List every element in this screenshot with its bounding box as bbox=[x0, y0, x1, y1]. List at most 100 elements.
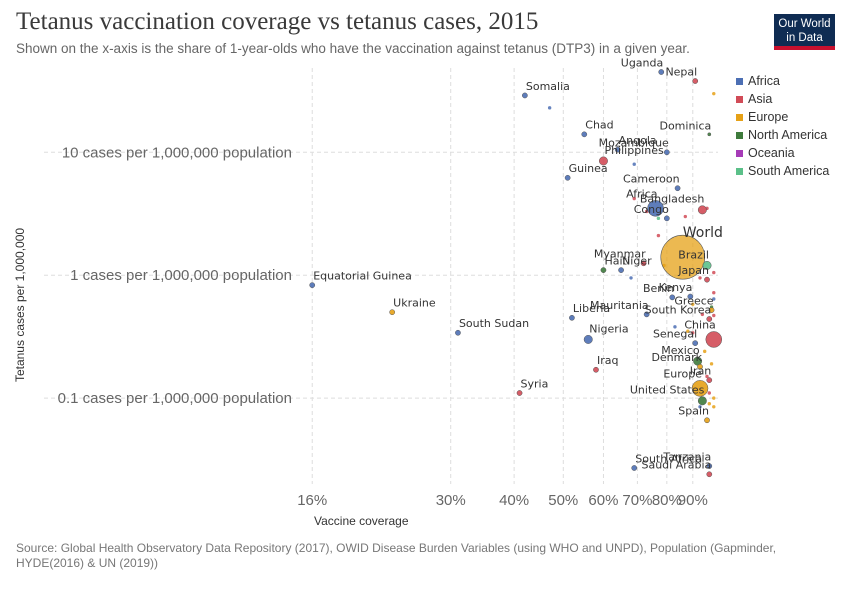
data-point-ukraine[interactable] bbox=[389, 309, 396, 316]
legend-item-africa[interactable]: Africa bbox=[736, 72, 829, 90]
data-point[interactable] bbox=[644, 209, 649, 214]
point-label: Africa bbox=[626, 187, 657, 200]
data-point[interactable] bbox=[691, 302, 695, 306]
data-point[interactable] bbox=[707, 402, 711, 406]
legend-item-oceania[interactable]: Oceania bbox=[736, 144, 829, 162]
data-point[interactable] bbox=[656, 216, 661, 221]
data-point-iran[interactable] bbox=[706, 377, 713, 383]
data-point[interactable] bbox=[698, 405, 702, 409]
data-point-iraq[interactable] bbox=[593, 366, 599, 373]
data-point[interactable] bbox=[702, 349, 707, 354]
point-label: Equatorial Guinea bbox=[313, 270, 412, 283]
data-point[interactable] bbox=[698, 276, 702, 280]
data-point-mozambique[interactable] bbox=[663, 149, 670, 156]
data-point[interactable] bbox=[656, 233, 661, 238]
data-point-europe[interactable] bbox=[691, 380, 709, 397]
data-point[interactable] bbox=[712, 313, 716, 318]
data-point-africa[interactable] bbox=[647, 200, 664, 217]
data-point-equatorial-guinea[interactable] bbox=[309, 282, 316, 288]
data-point[interactable] bbox=[691, 331, 695, 335]
point-label: Chad bbox=[585, 119, 613, 132]
data-point[interactable] bbox=[712, 270, 716, 275]
legend-swatch bbox=[736, 95, 743, 103]
point-label: Nigeria bbox=[589, 322, 628, 335]
data-point-south-africa[interactable] bbox=[631, 465, 638, 471]
data-point[interactable] bbox=[547, 106, 552, 110]
data-point-nigeria[interactable] bbox=[583, 335, 593, 344]
data-point-japan[interactable] bbox=[704, 276, 710, 283]
legend-label: Europe bbox=[748, 110, 789, 124]
data-point-cameroon[interactable] bbox=[674, 185, 681, 192]
x-tick-label: 16% bbox=[297, 492, 327, 509]
data-point-tanzania[interactable] bbox=[706, 463, 713, 469]
owid-logo[interactable]: Our World in Data bbox=[774, 14, 835, 50]
point-label: Japan bbox=[677, 264, 709, 277]
point-label: Syria bbox=[521, 377, 549, 390]
legend-item-north-america[interactable]: North America bbox=[736, 126, 829, 144]
legend-item-europe[interactable]: Europe bbox=[736, 108, 829, 126]
data-point-somalia[interactable] bbox=[522, 92, 528, 99]
data-point-uganda[interactable] bbox=[658, 69, 665, 75]
data-point-south-korea[interactable] bbox=[706, 316, 713, 322]
data-point[interactable] bbox=[712, 297, 716, 301]
data-point-haiti[interactable] bbox=[600, 267, 607, 273]
data-point[interactable] bbox=[712, 405, 716, 409]
data-point[interactable] bbox=[683, 214, 688, 219]
grid-lines bbox=[44, 68, 718, 484]
data-point-brazil[interactable] bbox=[702, 261, 712, 270]
data-point[interactable] bbox=[700, 312, 705, 317]
data-point-guinea[interactable] bbox=[564, 174, 571, 181]
data-point[interactable] bbox=[707, 391, 711, 395]
data-point-mauritania[interactable] bbox=[643, 311, 650, 318]
data-point-china[interactable] bbox=[705, 331, 723, 348]
data-point-spain[interactable] bbox=[704, 417, 710, 424]
data-point[interactable] bbox=[712, 396, 716, 400]
data-point-congo[interactable] bbox=[663, 215, 670, 222]
data-point[interactable] bbox=[629, 276, 633, 280]
data-point-kenya[interactable] bbox=[687, 293, 694, 300]
data-point-bangladesh[interactable] bbox=[697, 205, 707, 215]
y-tick-label: 10 cases per 1,000,000 population bbox=[62, 144, 292, 161]
point-label: Mauritania bbox=[590, 299, 649, 312]
data-point-niger[interactable] bbox=[618, 267, 624, 273]
legend-item-asia[interactable]: Asia bbox=[736, 90, 829, 108]
legend-swatch bbox=[736, 131, 743, 139]
data-point-myanmar[interactable] bbox=[640, 260, 647, 267]
point-label: Spain bbox=[678, 405, 709, 418]
data-point-world[interactable] bbox=[660, 234, 706, 280]
data-point[interactable] bbox=[673, 325, 677, 329]
source-note: Source: Global Health Observatory Data R… bbox=[16, 541, 777, 570]
data-point-angola[interactable] bbox=[614, 146, 621, 153]
data-point-benin[interactable] bbox=[669, 294, 676, 301]
data-point-philippines[interactable] bbox=[598, 156, 608, 166]
point-label: China bbox=[684, 318, 715, 331]
legend-item-south-america[interactable]: South America bbox=[736, 162, 829, 180]
data-point[interactable] bbox=[712, 91, 716, 96]
data-point[interactable] bbox=[632, 196, 636, 201]
data-point-united-states[interactable] bbox=[697, 396, 707, 406]
data-point[interactable] bbox=[705, 374, 709, 379]
data-point[interactable] bbox=[686, 329, 690, 333]
data-point-senegal[interactable] bbox=[692, 340, 699, 346]
legend-swatch bbox=[736, 77, 743, 85]
legend: Africa Asia Europe North America Oceania Sout… bbox=[736, 72, 829, 180]
data-point-dominica[interactable] bbox=[707, 132, 712, 137]
point-label: Iraq bbox=[597, 354, 619, 367]
point-label: Philippines bbox=[604, 144, 664, 157]
point-label: Haiti bbox=[604, 255, 629, 268]
data-point-chad[interactable] bbox=[581, 131, 588, 138]
point-label: Iran bbox=[690, 365, 712, 378]
data-point-saudi-arabia[interactable] bbox=[706, 471, 713, 478]
data-point-nepal[interactable] bbox=[692, 78, 699, 84]
data-point-liberia[interactable] bbox=[569, 314, 575, 321]
legend-swatch bbox=[736, 167, 743, 175]
data-point-denmark[interactable] bbox=[697, 363, 703, 370]
x-tick-label: 30% bbox=[436, 492, 466, 509]
data-point-greece[interactable] bbox=[708, 307, 715, 313]
data-point-south-sudan[interactable] bbox=[455, 329, 461, 336]
data-point[interactable] bbox=[709, 362, 714, 366]
data-point[interactable] bbox=[632, 162, 636, 166]
data-point-syria[interactable] bbox=[516, 390, 523, 396]
data-point[interactable] bbox=[712, 291, 716, 295]
legend-label: North America bbox=[748, 128, 828, 142]
